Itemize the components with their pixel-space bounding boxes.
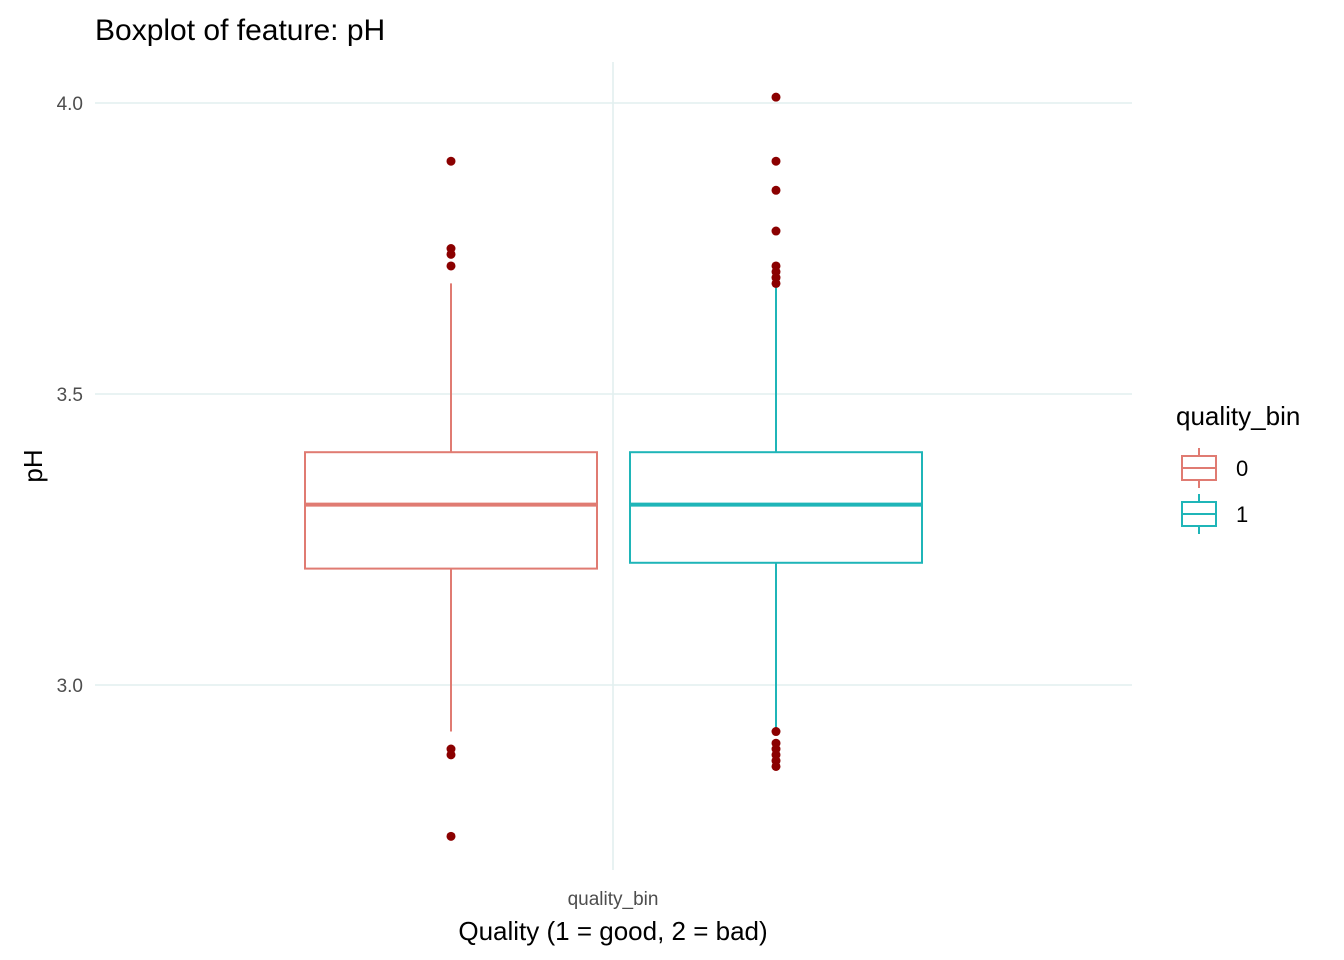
outlier-point bbox=[446, 750, 456, 760]
grid-layer bbox=[95, 62, 1132, 870]
legend-title: quality_bin bbox=[1176, 401, 1300, 431]
box-series-1 bbox=[629, 92, 923, 771]
legend: quality_bin 0 1 bbox=[1176, 401, 1300, 534]
y-tick-label: 4.0 bbox=[57, 94, 83, 115]
legend-label: 1 bbox=[1236, 502, 1248, 527]
outlier-point bbox=[446, 261, 456, 271]
outlier-point bbox=[771, 185, 781, 195]
outlier-point bbox=[771, 727, 781, 737]
x-axis-title: Quality (1 = good, 2 = bad) bbox=[458, 916, 767, 946]
legend-item-0: 0 bbox=[1181, 448, 1248, 488]
outlier-point bbox=[771, 92, 781, 102]
legend-item-1: 1 bbox=[1181, 494, 1248, 534]
box-iqr bbox=[629, 451, 923, 564]
outlier-point bbox=[446, 156, 456, 166]
outlier-point bbox=[771, 156, 781, 166]
outlier-point bbox=[446, 831, 456, 841]
outlier-point bbox=[771, 226, 781, 236]
outlier-point bbox=[771, 278, 781, 288]
box-series-0 bbox=[304, 156, 598, 841]
outlier-point bbox=[446, 249, 456, 259]
x-tick-label: quality_bin bbox=[568, 889, 659, 910]
legend-label: 0 bbox=[1236, 456, 1248, 481]
y-tick-label: 3.0 bbox=[57, 676, 83, 697]
box-iqr bbox=[304, 451, 598, 570]
y-tick-label: 3.5 bbox=[57, 385, 83, 406]
chart-title: Boxplot of feature: pH bbox=[95, 14, 385, 47]
outlier-point bbox=[771, 761, 781, 771]
ticks-layer: 3.0 3.5 4.0 bbox=[57, 94, 83, 697]
boxes-layer bbox=[304, 92, 923, 841]
y-axis-title: pH bbox=[18, 449, 48, 482]
